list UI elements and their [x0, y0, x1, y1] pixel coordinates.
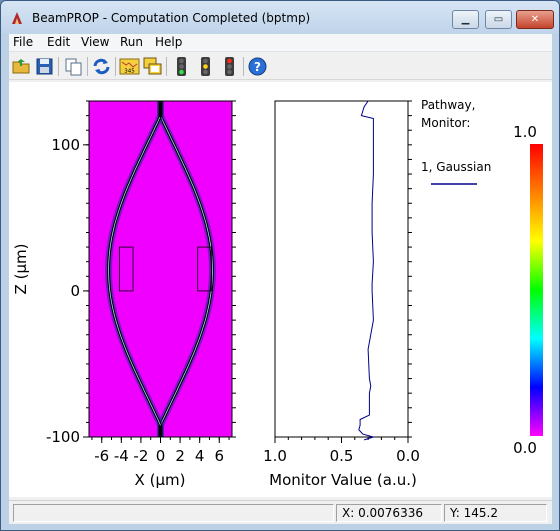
traffic-light-green-icon[interactable]: [171, 56, 192, 77]
menu-run-label: Run: [120, 35, 144, 49]
monitor-plot-frame: [274, 100, 409, 438]
display-345-icon[interactable]: 345: [119, 56, 140, 77]
status-y-readout: Y: 145.2: [444, 504, 547, 522]
monitor-y-ticks: [408, 100, 412, 438]
legend-title-line1: Pathway,: [421, 98, 475, 112]
menu-help[interactable]: Help: [155, 35, 182, 49]
monitor-x-tick-label: 0.5: [330, 447, 354, 465]
colorbar: 1.0 0.0: [513, 123, 543, 457]
menu-help-label: Help: [155, 35, 183, 49]
refresh-icon[interactable]: [91, 56, 112, 77]
waveguide-core: [108, 101, 161, 437]
traffic-light-yellow-icon[interactable]: [195, 56, 216, 77]
monitor-x-axis-label: Monitor Value (a.u.): [269, 471, 417, 489]
toolbar-separator: [243, 57, 244, 76]
help-icon[interactable]: ?: [247, 56, 268, 77]
toolbar: 345 ?: [9, 53, 552, 80]
field-x-ticks: -6 -4 -2 0 2 4 6: [91, 437, 230, 465]
svg-text:?: ?: [254, 60, 261, 74]
field-x-axis-label: X (μm): [135, 471, 186, 489]
save-icon[interactable]: [34, 56, 55, 77]
field-x-tick-label: -2: [133, 447, 148, 465]
field-y-tick-label: 0: [70, 282, 80, 300]
monitor-plot: 1.0 0.5 0.0 Monitor Value (a.u.): [263, 100, 420, 489]
legend-title-line2: Monitor:: [421, 116, 470, 130]
maximize-icon: ▭: [493, 14, 504, 25]
monitor-region-box: [197, 246, 212, 292]
maximize-button[interactable]: ▭: [485, 10, 512, 29]
field-x-tick-label: -4: [114, 447, 129, 465]
minimize-icon: ▁: [461, 14, 470, 25]
colorbar-max-label: 1.0: [513, 123, 537, 141]
menu-file[interactable]: File: [13, 35, 33, 49]
monitor-series-line: [358, 100, 376, 441]
monitor-x-tick-label: 1.0: [263, 447, 287, 465]
waveguide-core: [160, 101, 213, 437]
field-y-tick-label: 100: [51, 136, 80, 154]
colorbar-gradient: [530, 144, 543, 436]
monitor-region-box: [118, 246, 134, 292]
legend: Pathway, Monitor: 1, Gaussian: [421, 98, 491, 185]
status-message-pane: [13, 504, 334, 522]
client-area: File Edit View Run Help 345: [9, 34, 552, 524]
field-x-tick-label: 4: [195, 447, 205, 465]
close-button[interactable]: ✕: [516, 10, 554, 29]
field-x-tick-label: -6: [94, 447, 109, 465]
open-folder-icon[interactable]: [11, 56, 32, 77]
field-plot-background: [89, 101, 232, 437]
field-y-ticks: 100 0 -100: [46, 100, 236, 446]
beamprop-app-icon: [12, 12, 22, 24]
minimize-button[interactable]: ▁: [452, 10, 479, 29]
status-bar: X: 0.0076336 Y: 145.2: [9, 500, 552, 524]
field-y-tick-label: -100: [46, 428, 80, 446]
legend-entry-label: 1, Gaussian: [421, 160, 491, 174]
field-x-tick-label: 2: [175, 447, 185, 465]
menu-bar: File Edit View Run Help: [9, 34, 552, 52]
monitor-x-tick-label: 0.0: [396, 447, 420, 465]
close-icon: ✕: [530, 14, 540, 25]
menu-file-label: File: [13, 35, 34, 49]
field-x-tick-label: 0: [156, 447, 166, 465]
status-x-readout: X: 0.0076336: [336, 504, 442, 522]
menu-edit[interactable]: Edit: [47, 35, 70, 49]
title-bar[interactable]: BeamPROP - Computation Completed (bptmp)…: [1, 1, 559, 34]
display-345-label: 345: [124, 69, 135, 75]
waveguide-traces: [105, 101, 216, 437]
window-title: BeamPROP - Computation Completed (bptmp): [32, 11, 311, 25]
windows-icon[interactable]: [142, 56, 163, 77]
plot-area: 100 0 -100 -6 -4 -2 0 2 4 6 Z (μm) X (μm) 1.0 0.5…: [9, 82, 552, 497]
menu-run[interactable]: Run: [120, 35, 143, 49]
field-y-axis-label: Z (μm): [12, 244, 30, 295]
field-x-tick-label: 6: [214, 447, 224, 465]
menu-view[interactable]: View: [81, 35, 109, 49]
toolbar-separator: [115, 57, 116, 76]
toolbar-separator: [166, 57, 167, 76]
toolbar-separator: [58, 57, 59, 76]
menu-view-label: View: [81, 35, 110, 49]
monitor-x-ticks: 1.0 0.5 0.0: [263, 437, 420, 465]
menu-edit-label: Edit: [47, 35, 71, 49]
toolbar-separator: [87, 57, 88, 76]
traffic-light-red-icon[interactable]: [219, 56, 240, 77]
copy-icon[interactable]: [63, 56, 84, 77]
colorbar-min-label: 0.0: [513, 439, 537, 457]
